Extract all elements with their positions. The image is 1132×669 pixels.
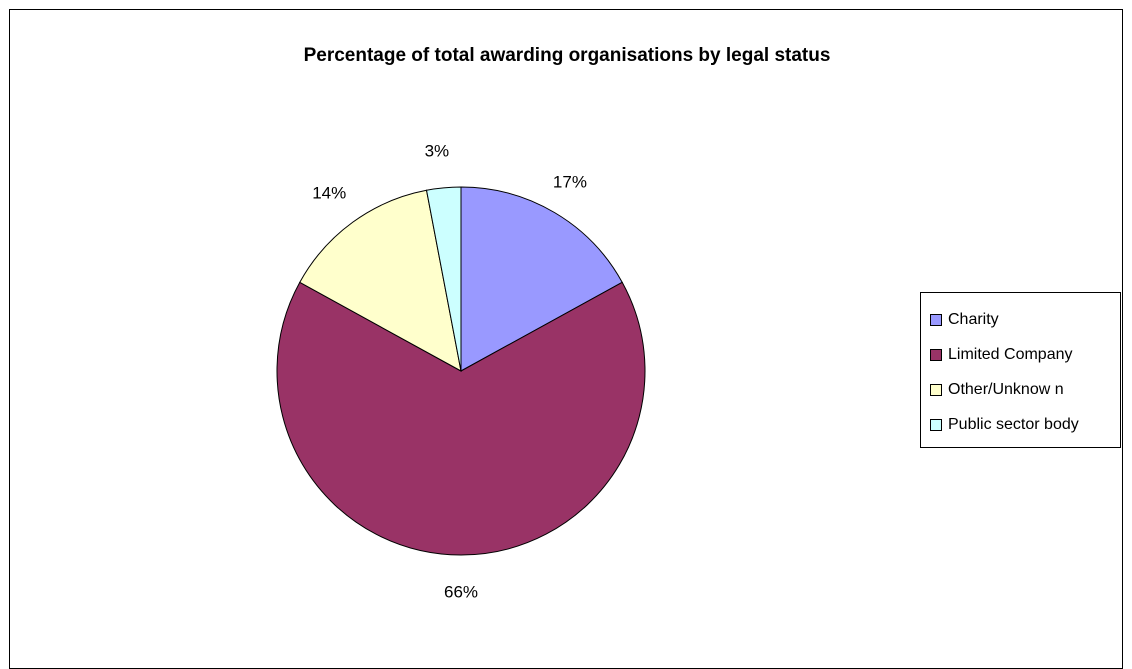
- legend-item: Public sector body: [921, 407, 1120, 442]
- pie-chart: 17% 66% 14% 3%: [276, 141, 646, 601]
- pie-slice-limited-company: [276, 281, 646, 556]
- legend-swatch: [930, 418, 942, 431]
- legend-label: Limited Company: [948, 345, 1073, 363]
- pie-slice-public-sector-body: [425, 186, 462, 372]
- legend-swatch: [930, 313, 942, 326]
- pie-slice-charity: [460, 186, 623, 372]
- chart-area: Percentage of total awarding organisatio…: [9, 9, 1123, 669]
- data-label: 14%: [312, 183, 346, 202]
- chart-legend: Charity Limited Company Other/Unknow n Publ…: [920, 292, 1121, 448]
- pie-slice-other-unknow-n: [299, 189, 462, 372]
- legend-swatch: [930, 383, 942, 396]
- data-label: 17%: [553, 172, 587, 191]
- legend-label: Public sector body: [948, 415, 1079, 433]
- legend-item: Limited Company: [921, 337, 1120, 372]
- legend-swatch: [930, 348, 942, 361]
- chart-title: Percentage of total awarding organisatio…: [303, 45, 831, 66]
- data-label: 3%: [425, 141, 450, 160]
- legend-label: Charity: [948, 310, 999, 328]
- legend-item: Charity: [921, 302, 1120, 337]
- legend-item: Other/Unknow n: [921, 372, 1120, 407]
- legend-label: Other/Unknow n: [948, 380, 1064, 398]
- data-label: 66%: [444, 582, 478, 601]
